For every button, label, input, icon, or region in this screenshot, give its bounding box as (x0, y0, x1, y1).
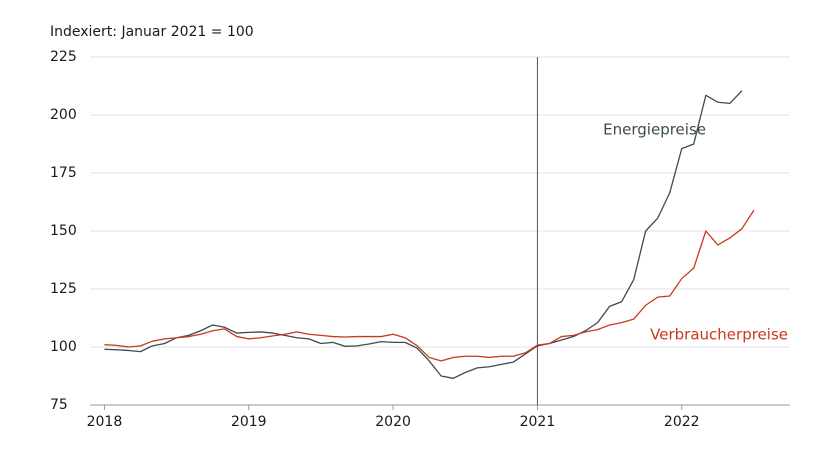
y-tick-label: 125 (50, 281, 77, 297)
y-tick-label: 75 (50, 397, 68, 413)
x-tick-label: 2022 (664, 414, 700, 430)
y-tick-label: 175 (50, 165, 77, 181)
x-tick-label: 2021 (520, 414, 556, 430)
chart-subtitle: Indexiert: Januar 2021 = 100 (50, 24, 254, 40)
series-line (104, 209, 755, 362)
x-tick-label: 2020 (375, 414, 411, 430)
series-line (104, 90, 743, 379)
y-tick-label: 200 (50, 107, 77, 123)
series-label: Verbraucherpreise (650, 326, 788, 344)
y-tick-label: 100 (50, 339, 77, 355)
y-tick-label: 225 (50, 49, 77, 65)
x-tick-label: 2019 (231, 414, 267, 430)
series-label: Energiepreise (603, 121, 706, 139)
y-tick-label: 150 (50, 223, 77, 239)
x-tick-label: 2018 (87, 414, 123, 430)
